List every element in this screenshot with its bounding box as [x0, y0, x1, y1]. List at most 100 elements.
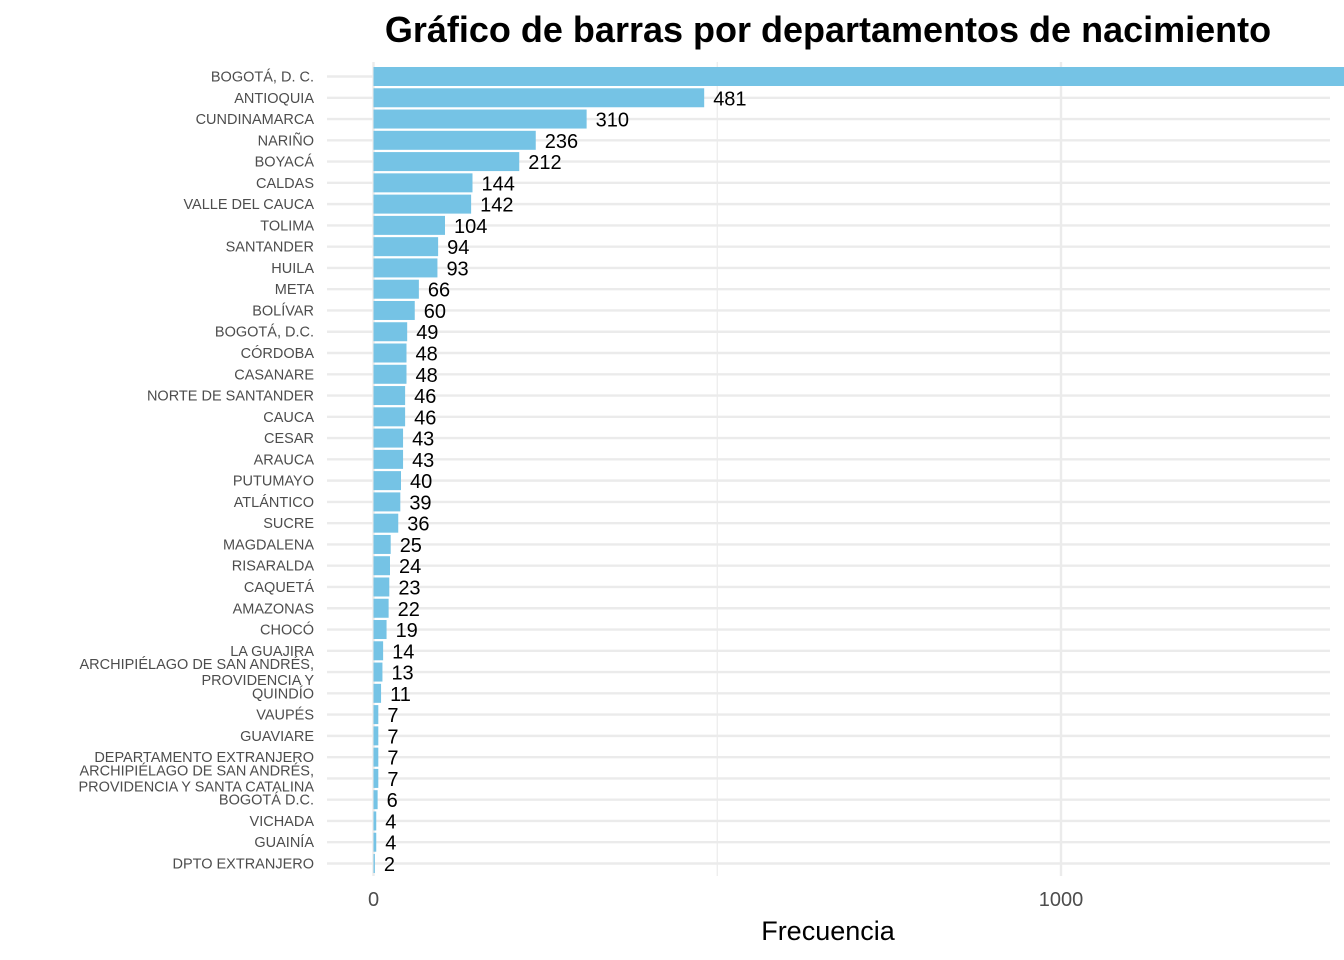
category-label-line: ARCHIPIÉLAGO DE SAN ANDRÉS, — [80, 656, 314, 673]
data-label: 6 — [387, 790, 398, 812]
data-label: 94 — [447, 237, 469, 259]
category-label: LA GUAJIRA — [230, 644, 314, 660]
bar — [373, 705, 379, 725]
category-label: BOLÍVAR — [252, 302, 314, 319]
category-label: PUTUMAYO — [233, 474, 314, 490]
data-label: 25 — [400, 535, 422, 557]
category-label: AMAZONAS — [233, 601, 314, 617]
category-label: VALLE DEL CAUCA — [183, 197, 314, 213]
data-label: 310 — [596, 110, 629, 132]
data-label: 43 — [412, 429, 434, 451]
grid — [327, 62, 1330, 876]
category-label: RISARALDA — [232, 559, 315, 575]
bar — [373, 790, 378, 810]
bar — [373, 513, 399, 533]
data-label: 43 — [412, 450, 434, 472]
bar — [373, 428, 404, 448]
data-label: 142 — [480, 195, 513, 217]
bar — [373, 364, 407, 384]
category-label: BOGOTÁ, D. C. — [211, 69, 314, 86]
bar — [373, 853, 375, 873]
data-label: 49 — [416, 322, 438, 344]
data-label: 46 — [414, 407, 436, 429]
category-label: SUCRE — [263, 516, 314, 532]
bar — [373, 747, 379, 767]
x-axis-title: Frecuencia — [761, 916, 896, 946]
value-labels: 2404481310236212144142104949366604948484… — [384, 88, 747, 876]
bar — [373, 811, 377, 831]
data-label: 39 — [409, 492, 431, 514]
category-label: HUILA — [271, 261, 314, 277]
bar — [373, 258, 438, 278]
category-label: TOLIMA — [260, 218, 314, 234]
data-label: 13 — [391, 663, 413, 685]
bar — [373, 641, 384, 661]
bar — [373, 173, 473, 193]
category-labels: BOGOTÁ, D. C. ANTIOQUIA CUNDINAMARCA NARIÑO… — [78, 69, 314, 873]
category-label: CALDAS — [256, 176, 314, 192]
category-label: ARCHIPIÉLAGO DE SAN ANDRÉS, PROVIDENCIA Y… — [78, 762, 314, 795]
bar — [373, 471, 401, 491]
data-label: 236 — [545, 131, 578, 153]
bar — [373, 343, 407, 363]
data-label: 4 — [385, 833, 396, 855]
category-label: DEPARTAMENTO EXTRANJERO — [94, 750, 314, 766]
bar — [373, 407, 406, 427]
category-label: ARCHIPIÉLAGO DE SAN ANDRÉS, PROVIDENCIA Y — [80, 656, 315, 689]
category-label: NARIÑO — [258, 132, 314, 149]
category-label: CESAR — [264, 431, 314, 447]
category-label: CASANARE — [234, 367, 314, 383]
data-label: 46 — [414, 386, 436, 408]
category-label: DPTO EXTRANJERO — [172, 856, 314, 872]
data-label: 104 — [454, 216, 487, 238]
category-label: VICHADA — [250, 814, 315, 830]
bar — [373, 620, 387, 640]
x-tick-label: 1000 — [1039, 889, 1084, 911]
data-label: 7 — [387, 726, 398, 748]
data-label: 40 — [410, 471, 432, 493]
bar — [373, 726, 379, 746]
category-label: ARAUCA — [254, 452, 315, 468]
category-label: GUAVIARE — [240, 729, 314, 745]
category-label: META — [275, 282, 315, 298]
data-label: 48 — [416, 365, 438, 387]
category-label: CAUCA — [263, 410, 314, 426]
data-label: 481 — [713, 88, 746, 110]
category-label: CHOCÓ — [260, 622, 314, 639]
data-label: 93 — [446, 258, 468, 280]
category-label: NORTE DE SANTANDER — [147, 389, 314, 405]
bar — [373, 449, 404, 469]
category-label: ATLÁNTICO — [234, 494, 314, 511]
data-label: 19 — [396, 620, 418, 642]
data-label: 24 — [399, 556, 421, 578]
bar — [373, 492, 401, 512]
data-label: 212 — [528, 152, 561, 174]
data-label: 36 — [407, 514, 429, 536]
x-axis-ticks: 010002000 — [368, 889, 1084, 911]
bar — [373, 279, 419, 299]
category-label: VAUPÉS — [256, 707, 314, 724]
bar — [373, 598, 389, 618]
category-label: ANTIOQUIA — [234, 91, 314, 107]
data-label: 23 — [398, 577, 420, 599]
bar — [373, 194, 472, 214]
data-label: 22 — [398, 599, 420, 621]
data-label: 60 — [424, 301, 446, 323]
bar — [373, 662, 383, 682]
bar — [373, 768, 379, 788]
category-label: CÓRDOBA — [241, 345, 315, 362]
bar — [373, 88, 705, 108]
data-label: 4 — [385, 811, 396, 833]
data-label: 11 — [390, 684, 411, 706]
x-tick-label: 0 — [368, 889, 379, 911]
category-label: BOGOTÁ D.C. — [219, 792, 314, 809]
data-label: 7 — [387, 769, 398, 791]
bar — [373, 109, 587, 129]
bar — [373, 130, 536, 150]
bars — [373, 67, 1344, 873]
data-label: 14 — [392, 641, 414, 663]
category-label: BOYACÁ — [255, 154, 315, 171]
category-label: CUNDINAMARCA — [196, 112, 315, 128]
bar — [373, 300, 415, 320]
